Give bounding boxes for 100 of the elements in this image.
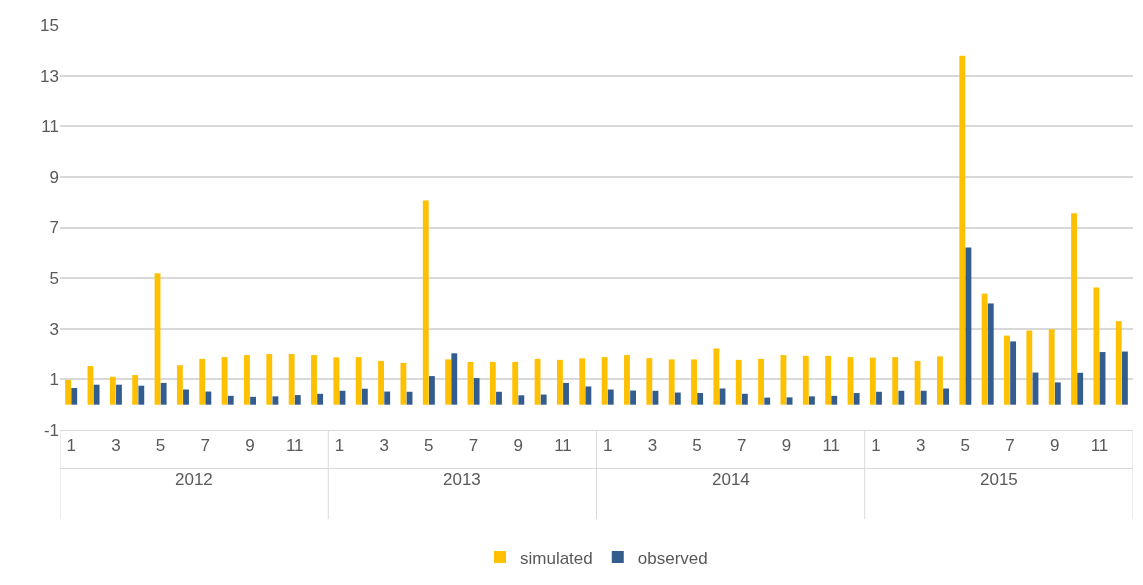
bar bbox=[473, 378, 480, 405]
bar bbox=[556, 359, 563, 405]
bar bbox=[981, 293, 988, 405]
bar bbox=[445, 359, 452, 405]
x-tick-label: 5 bbox=[692, 436, 702, 456]
text: 2013 bbox=[443, 470, 481, 489]
bar bbox=[244, 355, 250, 405]
bar bbox=[825, 355, 832, 405]
bar bbox=[361, 388, 368, 405]
x-tick-label: 7 bbox=[468, 436, 479, 456]
bar bbox=[176, 365, 183, 405]
bar bbox=[138, 385, 145, 405]
bar bbox=[199, 358, 206, 405]
bar bbox=[668, 359, 675, 405]
x-tick-label: 7 bbox=[200, 436, 211, 456]
bar bbox=[71, 387, 78, 405]
bar bbox=[451, 353, 458, 405]
x-tick-label: 1 bbox=[602, 436, 613, 456]
bar bbox=[116, 384, 122, 405]
bar bbox=[735, 359, 742, 405]
bar bbox=[1054, 382, 1061, 405]
bar bbox=[221, 357, 228, 405]
x-tick-label: 7 bbox=[1005, 436, 1015, 456]
bar bbox=[853, 393, 860, 405]
bar bbox=[630, 390, 637, 405]
bar bbox=[250, 396, 256, 405]
bar bbox=[987, 303, 994, 405]
x-tick-label: 5 bbox=[424, 436, 434, 456]
y-tick-label: 5 bbox=[49, 269, 59, 289]
bar bbox=[518, 395, 525, 405]
bar bbox=[959, 55, 966, 405]
bar bbox=[294, 395, 301, 405]
bar bbox=[624, 355, 630, 405]
bar bbox=[1093, 287, 1100, 405]
bar bbox=[809, 396, 815, 405]
bar bbox=[65, 379, 72, 405]
legend-label: simulated bbox=[520, 548, 593, 568]
y-tick-label: 15 bbox=[40, 15, 59, 35]
y-tick-label: -1 bbox=[43, 420, 59, 440]
bar bbox=[786, 397, 793, 405]
bar bbox=[1121, 351, 1128, 405]
x-tick-label: 3 bbox=[379, 436, 389, 456]
x-tick-label: 9 bbox=[1050, 436, 1060, 456]
bar bbox=[93, 384, 100, 405]
bar bbox=[601, 357, 608, 405]
bar bbox=[429, 376, 435, 405]
bar bbox=[132, 375, 139, 405]
bar bbox=[920, 390, 927, 405]
bar bbox=[869, 357, 876, 405]
bar bbox=[1048, 329, 1055, 405]
bar bbox=[489, 361, 496, 405]
bar bbox=[311, 355, 317, 405]
bar bbox=[764, 397, 771, 405]
bar bbox=[937, 356, 943, 405]
bar bbox=[422, 200, 429, 405]
y-tick-label: 1 bbox=[49, 370, 59, 390]
bar bbox=[288, 354, 295, 405]
legend-label: observed bbox=[637, 548, 708, 568]
bar bbox=[355, 357, 362, 405]
x-tick-label: 1 bbox=[66, 436, 76, 456]
y-tick-label: 11 bbox=[41, 117, 59, 137]
bar bbox=[563, 382, 569, 405]
bar bbox=[1026, 330, 1033, 405]
bar bbox=[496, 391, 502, 405]
x-tick-label: 1 bbox=[334, 436, 345, 456]
bar bbox=[802, 355, 809, 405]
bar bbox=[1004, 335, 1010, 405]
y-tick-label: 7 bbox=[49, 218, 59, 238]
x-tick-label: 3 bbox=[647, 436, 658, 456]
bar bbox=[898, 390, 905, 405]
bar bbox=[585, 386, 592, 405]
bar bbox=[183, 389, 189, 405]
x-tick-label: 3 bbox=[915, 436, 926, 456]
bar bbox=[758, 358, 764, 405]
x-tick-label: 11 bbox=[822, 436, 841, 456]
x-tick-label: 1 bbox=[871, 436, 881, 456]
bar bbox=[741, 393, 748, 405]
bar bbox=[160, 382, 167, 405]
x-tick-label: 5 bbox=[960, 436, 971, 456]
bar bbox=[691, 359, 697, 405]
bar bbox=[1115, 321, 1122, 405]
bar bbox=[109, 376, 116, 405]
bar bbox=[713, 348, 720, 405]
bar bbox=[579, 358, 586, 405]
bar bbox=[272, 396, 279, 405]
bar bbox=[378, 360, 384, 405]
bar bbox=[1071, 213, 1077, 405]
x-tick-label: 9 bbox=[245, 436, 255, 456]
x-tick-label: 9 bbox=[781, 436, 792, 456]
x-tick-label: 9 bbox=[513, 436, 523, 456]
x-tick-label: 3 bbox=[111, 436, 121, 456]
bar bbox=[943, 388, 949, 405]
bar bbox=[384, 391, 391, 405]
bar bbox=[1077, 372, 1084, 405]
bar bbox=[333, 357, 340, 405]
x-tick-label: 7 bbox=[737, 436, 747, 456]
bar bbox=[205, 391, 212, 405]
bar bbox=[227, 395, 234, 405]
bar bbox=[892, 357, 899, 405]
text: 2012 bbox=[175, 470, 213, 489]
